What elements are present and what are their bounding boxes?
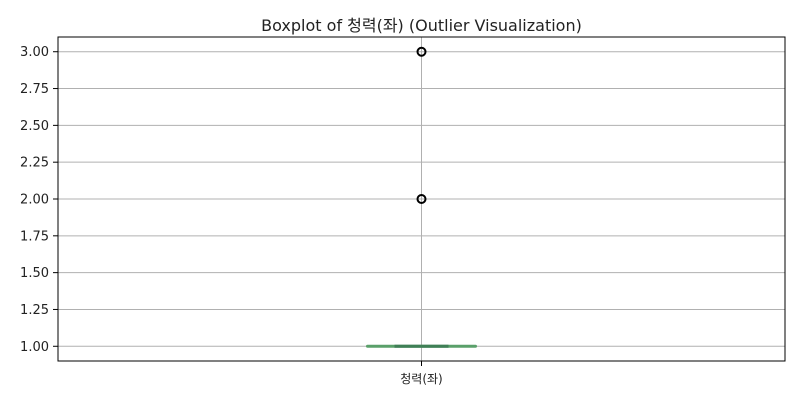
x-tick-label: 청력(좌) [400,372,442,386]
y-tick-label: 1.50 [20,266,49,281]
y-tick-label: 3.00 [20,45,49,60]
outlier-point [416,194,427,204]
y-tick-label: 2.75 [20,82,49,97]
y-tick-label: 2.25 [20,156,49,171]
y-tick-label: 2.00 [20,193,49,208]
y-tick-label: 1.00 [20,340,49,355]
y-tick-label: 1.75 [20,229,49,244]
y-tick-label: 2.50 [20,119,49,134]
y-tick-label: 1.25 [20,303,49,318]
outlier-point [416,46,427,57]
chart-title: Boxplot of 청력(좌) (Outlier Visualization) [261,16,582,35]
